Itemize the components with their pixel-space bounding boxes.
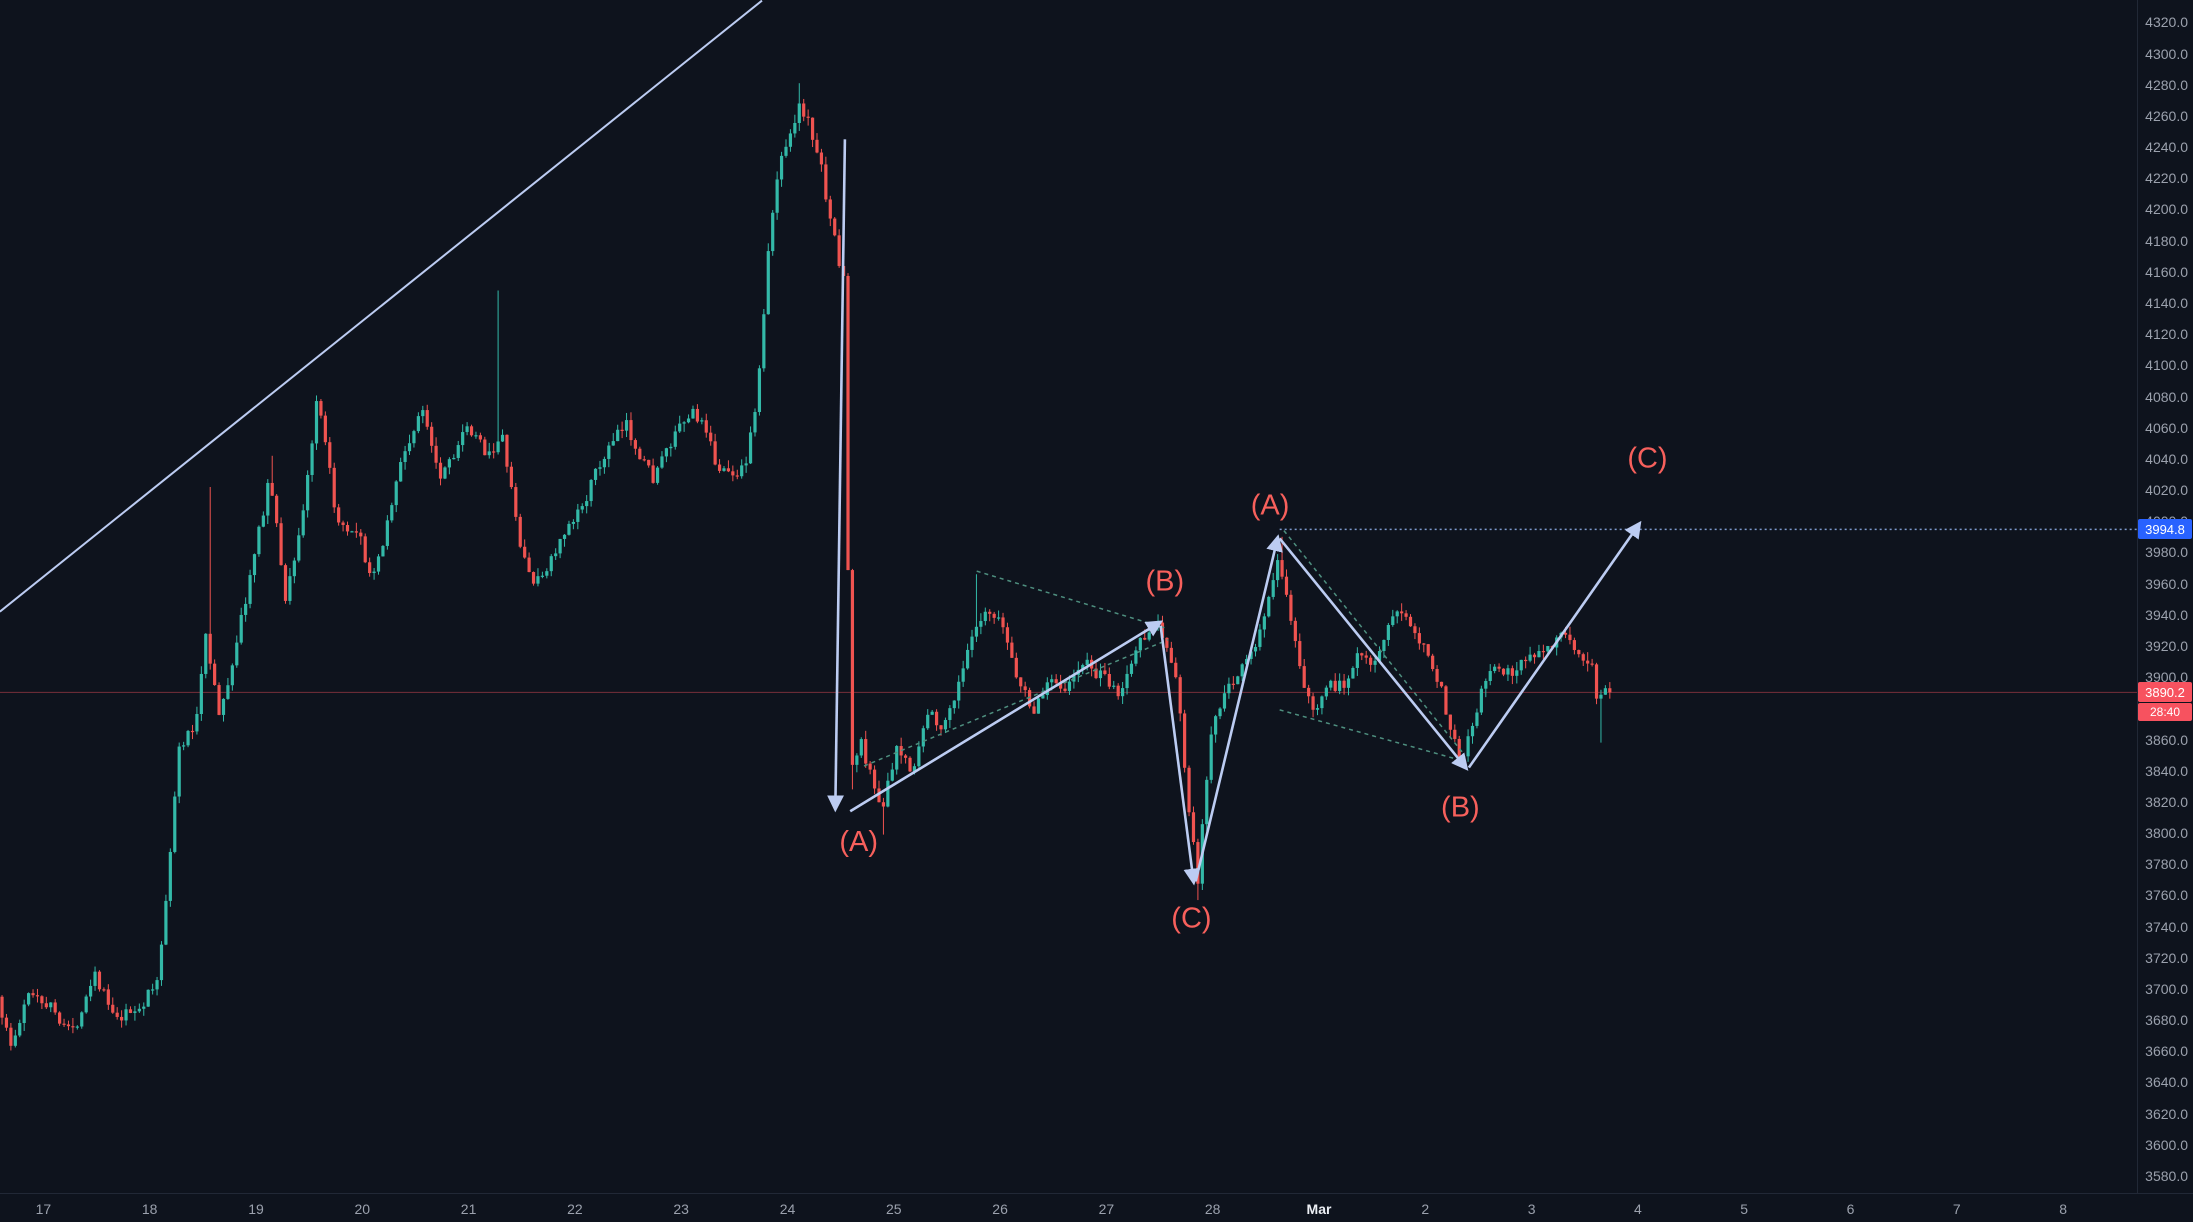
time-tick-label: 25 bbox=[886, 1201, 902, 1217]
price-tick-label: 4040.0 bbox=[2145, 450, 2188, 467]
wave-arrow[interactable] bbox=[1194, 534, 1283, 882]
wave-arrow[interactable] bbox=[827, 139, 847, 813]
wave-arrow[interactable] bbox=[1159, 625, 1201, 886]
pattern-dashed-line[interactable] bbox=[976, 570, 1169, 630]
price-tick-label: 4240.0 bbox=[2145, 139, 2188, 156]
price-tick-label: 3600.0 bbox=[2145, 1136, 2188, 1153]
wave-arrow[interactable] bbox=[1278, 537, 1469, 771]
price-tick-label: 4180.0 bbox=[2145, 232, 2188, 249]
price-tick-label: 3760.0 bbox=[2145, 887, 2188, 904]
time-tick-label: 27 bbox=[1098, 1201, 1115, 1217]
time-tick-label: 6 bbox=[1846, 1201, 1855, 1217]
time-tick-label: 20 bbox=[354, 1201, 371, 1217]
pattern-dashed-line[interactable] bbox=[863, 639, 1169, 767]
price-tick-label: 4080.0 bbox=[2145, 388, 2188, 405]
wave-label[interactable]: (B) bbox=[1146, 566, 1185, 598]
price-tick-label: 4200.0 bbox=[2145, 201, 2188, 218]
price-tick-label: 3900.0 bbox=[2145, 669, 2188, 686]
price-tick-label: 4100.0 bbox=[2145, 357, 2188, 374]
price-tick-label: 3680.0 bbox=[2145, 1012, 2188, 1029]
price-tick-label: 3920.0 bbox=[2145, 637, 2188, 654]
time-tick-label: 4 bbox=[1633, 1201, 1642, 1217]
wave-label[interactable]: (A) bbox=[839, 826, 878, 858]
price-tick-label: 4160.0 bbox=[2145, 263, 2188, 280]
drawing-target-price-badge: 3994.8 bbox=[2138, 519, 2192, 540]
pattern-dashed-line[interactable] bbox=[1283, 530, 1466, 756]
price-tick-label: 3940.0 bbox=[2145, 606, 2188, 623]
trend-line[interactable] bbox=[0, 0, 763, 613]
wave-label[interactable]: (B) bbox=[1441, 792, 1480, 824]
time-tick-label: 5 bbox=[1740, 1201, 1749, 1217]
candles-layer bbox=[0, 83, 1612, 1051]
price-tick-label: 3780.0 bbox=[2145, 856, 2188, 873]
price-tick-label: 4300.0 bbox=[2145, 45, 2188, 62]
time-tick-label: 28 bbox=[1204, 1201, 1221, 1217]
time-tick-label: 2 bbox=[1421, 1201, 1430, 1217]
price-tick-label: 3840.0 bbox=[2145, 762, 2188, 779]
price-tick-label: 4260.0 bbox=[2145, 107, 2188, 124]
price-tick-label: 3960.0 bbox=[2145, 575, 2188, 592]
time-tick-label: Mar bbox=[1306, 1201, 1332, 1217]
time-tick-label: 18 bbox=[141, 1201, 158, 1217]
wave-arrow[interactable] bbox=[849, 620, 1164, 813]
price-tick-label: 3580.0 bbox=[2145, 1168, 2188, 1184]
bar-countdown-badge: 28:40 bbox=[2138, 703, 2192, 722]
price-tick-label: 3800.0 bbox=[2145, 825, 2188, 842]
last-price-badge: 3890.2 bbox=[2138, 682, 2192, 703]
price-tick-label: 3720.0 bbox=[2145, 949, 2188, 966]
price-tick-label: 3860.0 bbox=[2145, 731, 2188, 748]
price-axis[interactable]: 4320.0 4300.0 4280.0 4260.0 4240.0 4220.0 4200… bbox=[2137, 0, 2193, 1193]
time-tick-label: 8 bbox=[2059, 1201, 2067, 1217]
time-tick-label: 22 bbox=[567, 1201, 583, 1217]
price-tick-label: 3620.0 bbox=[2145, 1105, 2188, 1122]
time-tick-label: 24 bbox=[779, 1201, 796, 1217]
time-axis[interactable]: 17 18 19 20 21 22 23 24 25 26 27 28 Mar 2 3 4 5 6 7 8 bbox=[0, 1193, 2193, 1222]
time-tick-label: 19 bbox=[248, 1201, 264, 1217]
price-tick-label: 4140.0 bbox=[2145, 295, 2188, 311]
price-tick-label: 3980.0 bbox=[2145, 544, 2188, 561]
wave-label[interactable]: (C) bbox=[1627, 442, 1667, 474]
wave-label[interactable]: (A) bbox=[1251, 489, 1290, 521]
price-tick-label: 4020.0 bbox=[2145, 482, 2188, 499]
price-tick-label: 4280.0 bbox=[2145, 76, 2188, 93]
price-tick-label: 4320.0 bbox=[2145, 14, 2188, 31]
time-tick-label: 3 bbox=[1527, 1201, 1536, 1217]
price-tick-label: 3640.0 bbox=[2145, 1074, 2188, 1091]
time-tick-label: 23 bbox=[673, 1201, 689, 1217]
wave-arrow[interactable] bbox=[1467, 520, 1642, 769]
time-tick-label: 21 bbox=[460, 1201, 477, 1217]
pattern-dashed-line[interactable] bbox=[1279, 709, 1465, 763]
price-tick-label: 3820.0 bbox=[2145, 793, 2188, 810]
price-tick-label: 4060.0 bbox=[2145, 419, 2188, 436]
time-tick-label: 7 bbox=[1952, 1201, 1961, 1217]
price-tick-label: 3700.0 bbox=[2145, 980, 2188, 997]
time-tick-label: 26 bbox=[992, 1201, 1008, 1217]
price-tick-label: 3660.0 bbox=[2145, 1043, 2188, 1060]
price-tick-label: 3740.0 bbox=[2145, 918, 2188, 935]
time-tick-label: 17 bbox=[35, 1201, 52, 1217]
wave-label[interactable]: (C) bbox=[1171, 902, 1211, 934]
price-tick-label: 4120.0 bbox=[2145, 326, 2188, 343]
price-tick-label: 4220.0 bbox=[2145, 170, 2188, 187]
